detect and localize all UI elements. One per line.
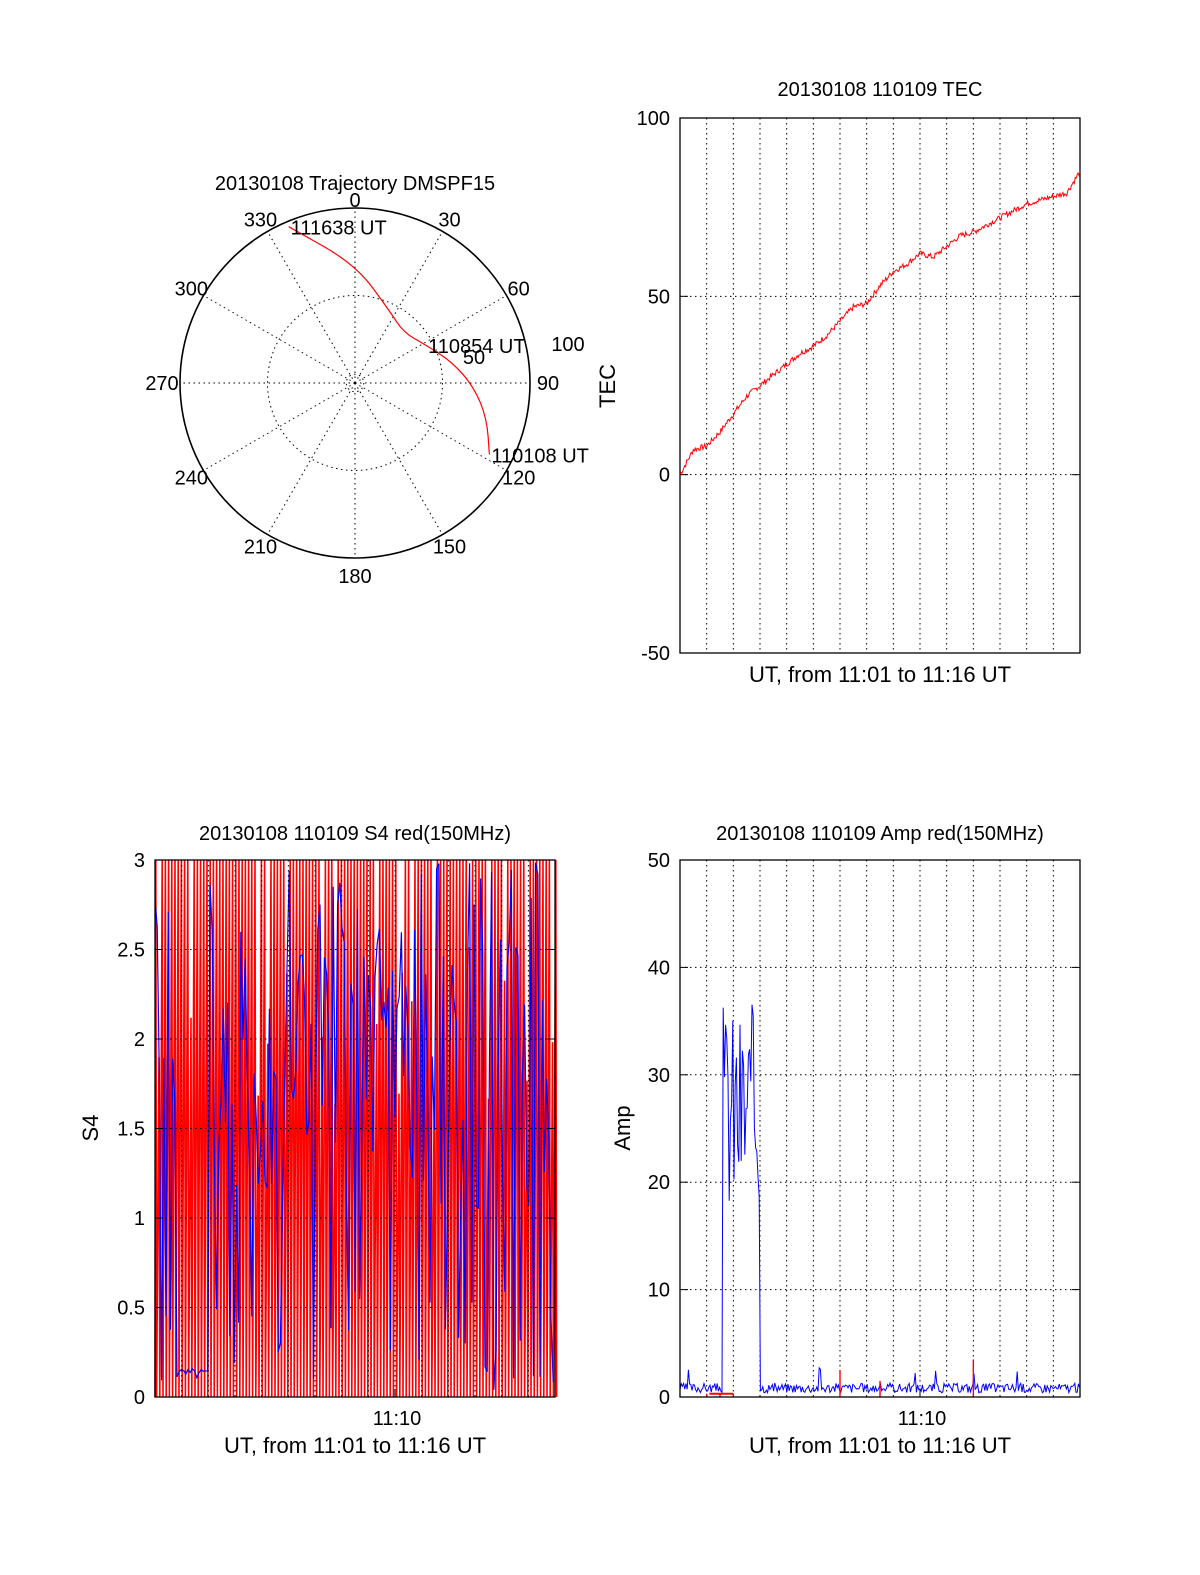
s4-ytick-1: 1 — [134, 1208, 145, 1230]
s4-ytick-3: 3 — [134, 850, 145, 872]
polar-angle-label-90: 90 — [537, 373, 559, 395]
amp-y-axis-label: Amp — [610, 1105, 635, 1150]
trajectory-line-0 — [288, 226, 490, 455]
trajectory-annotations: 110108 UT 110854 UT 111638 UT — [291, 218, 589, 468]
polar-outer-ring — [179, 207, 531, 559]
s4-ytick-1.5: 1.5 — [117, 1119, 145, 1141]
polar-angle-labels: 0 30 60 90 120 150 180 210 240 270 300 330 — [145, 190, 559, 588]
s4-ytick-0.5: 0.5 — [117, 1298, 145, 1320]
tec-ytick--50: -50 — [641, 643, 670, 665]
tec-ytick-100: 100 — [637, 108, 670, 130]
polar-spoke-300 — [203, 295, 356, 384]
polar-grid — [180, 208, 530, 558]
polar-angle-label-0: 0 — [349, 190, 360, 212]
polar-angle-label-150: 150 — [433, 537, 466, 559]
tec-line — [679, 171, 1081, 475]
amp-blue-line — [679, 1004, 1081, 1395]
polar-angle-label-240: 240 — [175, 468, 208, 490]
s4-x-axis-label: UT, from 11:01 to 11:16 UT — [224, 1433, 486, 1458]
polar-spoke-60 — [354, 295, 507, 384]
s4-grid — [155, 860, 555, 1397]
amp-grid — [680, 860, 1080, 1397]
polar-angle-label-180: 180 — [338, 566, 371, 588]
polar-angle-label-120: 120 — [502, 468, 535, 490]
s4-y-ticks: 3 2.5 2 1.5 1 0.5 0 — [117, 850, 555, 1409]
polar-spoke-120 — [354, 382, 507, 471]
s4-ytick-0: 0 — [134, 1387, 145, 1409]
s4-x-tick-1110: 11:10 — [373, 1408, 422, 1430]
polar-grid-ring-center — [345, 373, 365, 393]
s4-panel: 20130108 110109 S4 red(150MHz) 3 2.5 2 1.5 1… — [78, 823, 558, 1458]
s4-blue-line — [154, 862, 554, 1390]
polar-spoke-240 — [203, 382, 356, 471]
amp-ytick-20: 20 — [648, 1172, 670, 1194]
polar-angle-label-300: 300 — [175, 279, 208, 301]
polar-angle-label-30: 30 — [438, 209, 460, 231]
amp-ytick-50: 50 — [648, 850, 670, 872]
tec-panel: 20130108 110109 TEC 100 50 0 -50 UT, from 1… — [595, 79, 1081, 687]
amp-x-tick-1110: 11:10 — [898, 1408, 947, 1430]
tec-x-axis-label: UT, from 11:01 to 11:16 UT — [749, 662, 1011, 687]
polar-spoke-150 — [354, 382, 443, 535]
tec-grid — [680, 118, 1080, 653]
polar-spoke-210 — [267, 382, 356, 535]
tec-y-axis-label: TEC — [595, 364, 620, 408]
amp-ytick-40: 40 — [648, 957, 670, 979]
polar-angle-label-210: 210 — [244, 537, 277, 559]
polar-spoke-330 — [267, 231, 356, 384]
amp-ytick-0: 0 — [659, 1387, 670, 1409]
amp-title: 20130108 110109 Amp red(150MHz) — [716, 823, 1044, 845]
tec-plot-frame — [679, 117, 1081, 654]
amp-x-axis-label: UT, from 11:01 to 11:16 UT — [749, 1433, 1011, 1458]
amp-y-ticks: 50 40 30 20 10 0 — [648, 850, 1080, 1409]
trajectory-title: 20130108 Trajectory DMSPF15 — [215, 173, 495, 195]
amp-panel: 20130108 110109 Amp red(150MHz) 50 40 30 20… — [610, 823, 1081, 1458]
trajectory-annotation-0: 110108 UT — [491, 445, 588, 467]
amp-ytick-30: 30 — [648, 1065, 670, 1087]
tec-series — [679, 171, 1081, 475]
polar-angle-label-270: 270 — [145, 373, 178, 395]
polar-angle-label-330: 330 — [244, 209, 277, 231]
polar-spoke-30 — [354, 231, 443, 384]
s4-ytick-2.5: 2.5 — [117, 940, 145, 962]
s4-y-axis-label: S4 — [78, 1115, 103, 1142]
amp-ytick-10: 10 — [648, 1280, 670, 1302]
s4-ytick-2: 2 — [134, 1029, 145, 1051]
radial-label-100: 100 — [551, 334, 584, 356]
trajectory-series — [288, 226, 490, 455]
trajectory-panel: 20130108 Trajectory DMSPF15 0 30 60 90 120 15… — [145, 173, 589, 588]
trajectory-annotation-1: 110854 UT — [428, 336, 525, 358]
amp-plot-frame — [679, 859, 1081, 1398]
tec-ytick-0: 0 — [659, 465, 670, 487]
amp-series — [679, 1004, 1081, 1397]
polar-angle-label-60: 60 — [508, 279, 530, 301]
radial-label-50: 50 — [463, 347, 485, 369]
polar-grid-ring-50 — [267, 295, 443, 471]
tec-y-ticks: 100 50 0 -50 — [637, 108, 1080, 665]
tec-ytick-50: 50 — [648, 286, 670, 308]
s4-title: 20130108 110109 S4 red(150MHz) — [199, 823, 511, 845]
trajectory-annotation-2: 111638 UT — [291, 218, 387, 240]
tec-title: 20130108 110109 TEC — [778, 79, 983, 101]
